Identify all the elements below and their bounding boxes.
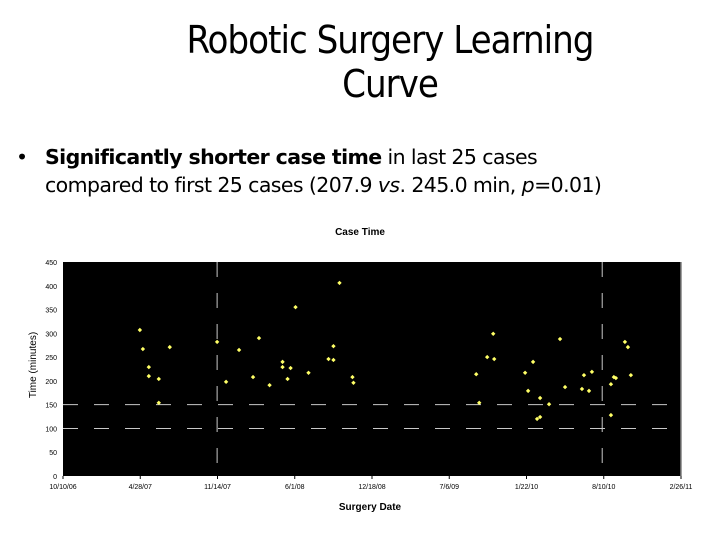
x-tick-label: 11/14/07 (204, 484, 231, 491)
data-point (491, 331, 496, 337)
bullet-line2-a: compared to first 25 cases (207.9 (45, 173, 378, 197)
bullet-line2-c: =0.01) (534, 173, 602, 197)
data-point (337, 280, 342, 286)
y-tick-label: 400 (45, 284, 57, 291)
chart-title: Case Time (335, 227, 385, 238)
bullet-text-rest: in last 25 cases (381, 145, 538, 169)
x-axis: 10/10/06 4/28/07 11/14/07 6/1/08 12/18/08 7/6… (49, 476, 693, 491)
y-axis-label: Time (minutes) (28, 332, 39, 398)
data-point (267, 382, 272, 388)
x-tick-label: 7/6/09 (440, 484, 460, 491)
y-tick-label: 350 (45, 308, 57, 315)
x-tick-label: 2/26/11 (670, 484, 693, 491)
data-point (625, 344, 631, 350)
x-axis-label: Surgery Date (339, 502, 402, 513)
x-tick-label: 6/1/08 (285, 484, 305, 491)
data-point (156, 400, 161, 405)
x-tick-label: 4/28/07 (129, 484, 152, 491)
data-point (546, 401, 552, 407)
bullet-text: Significantly shorter case time in last … (45, 143, 720, 199)
data-point (622, 339, 628, 345)
data-point (280, 364, 285, 370)
data-point (137, 327, 143, 333)
bullet-vs: vs (377, 173, 400, 197)
y-tick-label: 300 (45, 331, 57, 338)
y-tick-label: 50 (49, 450, 57, 457)
bullet-line2-b: . 245.0 min, (399, 173, 522, 197)
data-point (306, 370, 311, 376)
y-tick-label: 100 (45, 426, 57, 433)
data-point (628, 372, 634, 378)
data-point (579, 386, 585, 392)
data-point (293, 304, 298, 310)
data-point (608, 412, 614, 418)
reference-lines (63, 262, 677, 476)
bullet-p: p (521, 173, 535, 197)
slide-title-line2: Curve (342, 62, 439, 106)
data-point (562, 384, 568, 390)
data-point (477, 400, 482, 405)
x-tick-label: 8/10/10 (592, 484, 615, 491)
data-point (525, 388, 531, 394)
data-point (331, 343, 336, 349)
data-point (537, 395, 543, 401)
data-point (167, 344, 172, 350)
data-point (589, 369, 595, 375)
scatter-plot: Case Time 0 50 100 150 200 250 300 350 400 450 10… (28, 227, 693, 513)
data-point (288, 365, 293, 371)
data-point (236, 347, 242, 353)
data-point (613, 375, 619, 381)
data-point (608, 382, 614, 387)
y-tick-label: 450 (45, 260, 57, 267)
data-point (256, 335, 262, 341)
data-point (140, 346, 146, 352)
x-tick-label: 12/18/08 (358, 484, 385, 491)
y-tick-label: 200 (45, 379, 57, 386)
case-time-chart: Case Time 0 50 100 150 200 250 300 350 400 450 10… (0, 215, 720, 540)
data-point (146, 364, 152, 370)
y-axis: 0 50 100 150 200 250 300 350 400 450 (45, 260, 57, 481)
slide-title: Robotic Surgery Learning Curve (0, 18, 720, 106)
data-point (534, 416, 540, 422)
data-point (223, 379, 229, 385)
plot-area (63, 262, 681, 476)
bullet-bold-text: Significantly shorter case time (45, 145, 382, 169)
data-point (214, 339, 220, 345)
y-tick-label: 0 (53, 474, 57, 481)
y-tick-label: 150 (45, 403, 57, 410)
bullet-dot-icon: • (16, 145, 28, 169)
slide-title-line1: Robotic Surgery Learning (186, 18, 594, 62)
x-tick-label: 1/22/10 (515, 484, 538, 491)
data-point (146, 373, 152, 379)
x-tick-label: 10/10/06 (49, 484, 76, 491)
data-point (557, 336, 563, 342)
data-point (581, 372, 587, 378)
data-point (522, 370, 528, 376)
y-tick-label: 250 (45, 355, 57, 362)
data-point (586, 388, 592, 394)
data-point (537, 414, 543, 420)
